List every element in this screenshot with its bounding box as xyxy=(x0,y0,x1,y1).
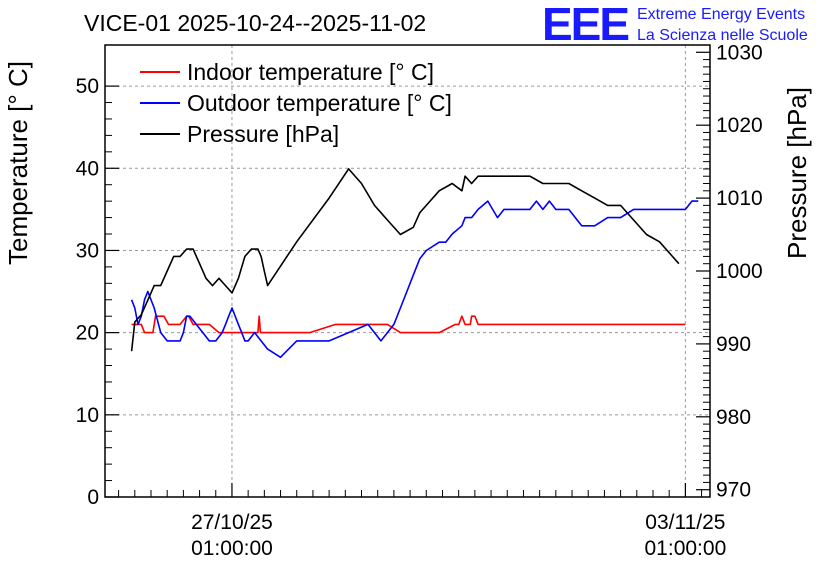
y2-axis-label: Pressure [hPa] xyxy=(782,87,812,259)
eee-logo: EEE Extreme Energy Events La Scienza nel… xyxy=(542,0,808,50)
x-tick-label-date: 27/10/25 xyxy=(191,511,273,534)
y-tick-label: 40 xyxy=(76,157,99,180)
y2-tick-label: 980 xyxy=(716,406,751,429)
legend-label-indoor: Indoor temperature [° C] xyxy=(187,59,434,85)
x-tick-label-date: 03/11/25 xyxy=(645,511,725,534)
legend-label-outdoor: Outdoor temperature [° C] xyxy=(187,90,452,116)
legend-label-pressure: Pressure [hPa] xyxy=(187,121,339,147)
series-line-pressure xyxy=(130,168,680,352)
y2-tick-label: 970 xyxy=(716,479,751,502)
y-tick-label: 30 xyxy=(76,239,99,262)
right-axis: 970 980 990 1000 1010 1020 1030 xyxy=(696,41,763,502)
series-layer xyxy=(130,168,699,359)
y-tick-label: 0 xyxy=(87,486,99,509)
y2-tick-label: 1000 xyxy=(716,260,763,283)
series-line-outdoor xyxy=(130,200,699,359)
x-tick-label-time: 01:00:00 xyxy=(645,537,727,560)
y2-tick-label: 990 xyxy=(716,333,751,356)
x-axis: 27/10/25 01:00:00 03/11/25 01:00:00 xyxy=(118,483,727,560)
y-tick-label: 20 xyxy=(76,322,99,345)
y-axis-label: Temperature [° C] xyxy=(3,61,33,265)
y-tick-label: 50 xyxy=(76,75,99,98)
y2-tick-label: 1010 xyxy=(716,187,763,210)
y-tick-label: 10 xyxy=(76,404,99,427)
y2-tick-label: 1020 xyxy=(716,114,763,137)
logo-line-2: La Scienza nelle Scuole xyxy=(637,27,808,44)
left-axis: 0 10 20 30 40 50 xyxy=(76,75,119,509)
legend: Indoor temperature [° C] Outdoor tempera… xyxy=(140,59,452,147)
logo-line-1: Extreme Energy Events xyxy=(637,6,805,23)
x-tick-label-time: 01:00:00 xyxy=(191,537,273,560)
y2-tick-label: 1030 xyxy=(716,41,763,64)
logo-mark: EEE xyxy=(542,0,628,50)
chart-title: VICE-01 2025-10-24--2025-11-02 xyxy=(84,10,426,36)
series-line-indoor xyxy=(131,315,686,334)
